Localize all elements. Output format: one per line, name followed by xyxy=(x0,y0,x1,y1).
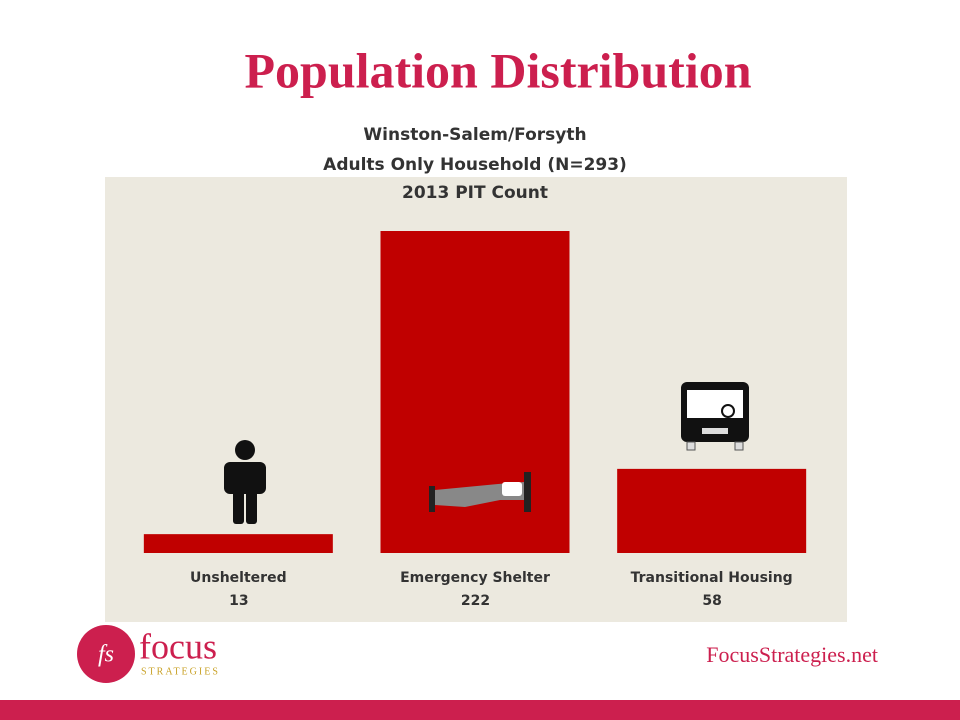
value-label: 222 xyxy=(461,593,490,609)
logo-circle xyxy=(77,625,135,683)
bar xyxy=(143,534,333,553)
logo-text: focus xyxy=(139,626,217,666)
chart-title: Population Distribution xyxy=(244,42,751,98)
person-icon xyxy=(224,440,266,524)
subtitle: 2013 PIT Count xyxy=(402,183,548,203)
bus-icon xyxy=(681,382,749,451)
subtitle: Winston-Salem/Forsyth xyxy=(363,125,586,145)
footer-band xyxy=(0,700,960,720)
bed-icon xyxy=(429,472,531,512)
subtitle: Adults Only Household (N=293) xyxy=(323,155,627,175)
category-label: Emergency Shelter xyxy=(400,570,550,586)
logo-subtext: STRATEGIES xyxy=(141,666,220,677)
bar xyxy=(617,468,807,553)
footer-url[interactable]: FocusStrategies.net xyxy=(706,642,878,667)
category-label: Unsheltered xyxy=(190,570,287,586)
logo-mark: fs xyxy=(98,642,114,668)
category-label: Transitional Housing xyxy=(631,570,793,586)
value-label: 58 xyxy=(702,593,721,609)
value-label: 13 xyxy=(229,593,248,609)
